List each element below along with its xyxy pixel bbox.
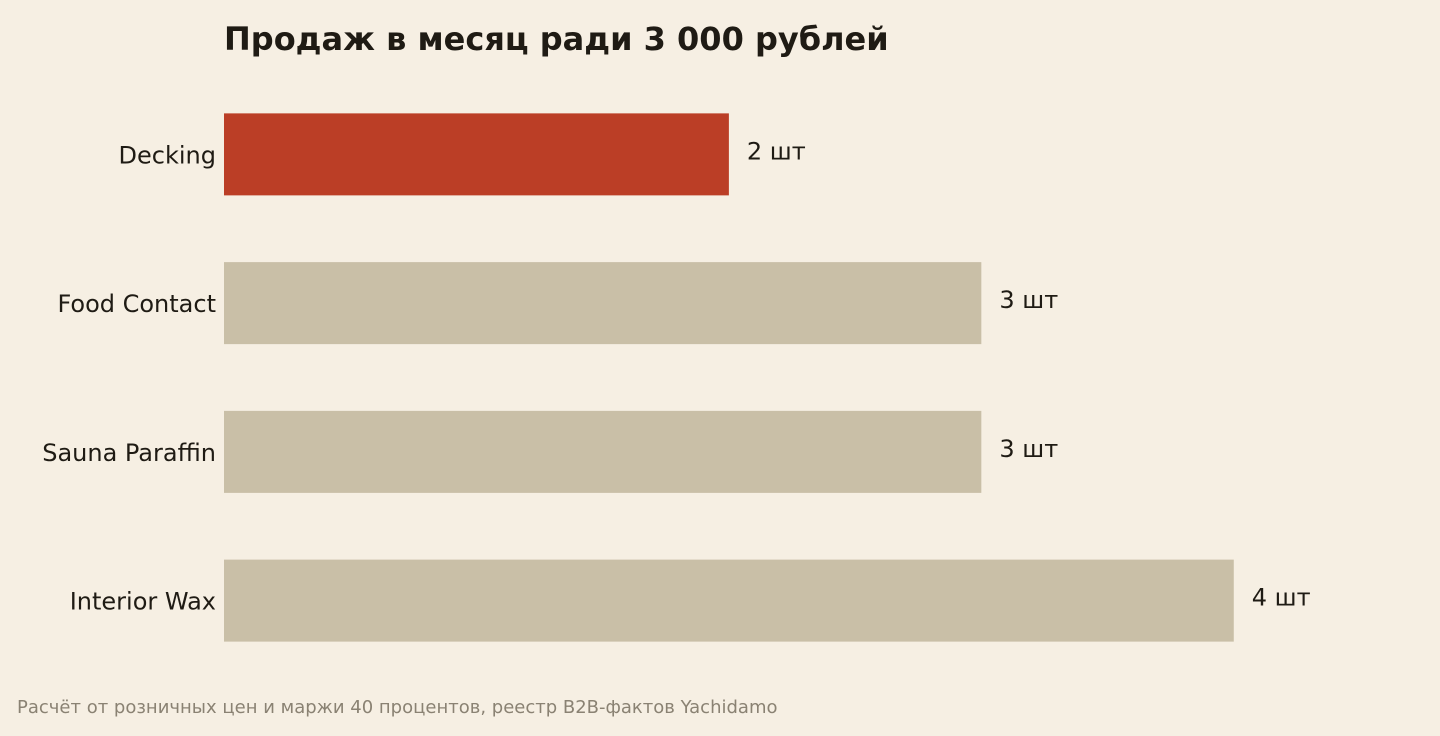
footnote: Расчёт от розничных цен и маржи 40 проце… [17,697,778,718]
value-label: 2 шт [747,137,806,165]
category-label: Sauna Paraffin [42,439,216,467]
bar [224,410,982,493]
chart-title: Продаж в месяц ради 3 000 рублей [224,20,889,58]
value-label: 4 шт [1252,584,1311,612]
category-label: Interior Wax [70,588,216,616]
bar [224,262,982,345]
category-label: Food Contact [57,290,216,318]
bar [224,559,1234,642]
value-label: 3 шт [999,435,1058,463]
category-label: Decking [119,141,216,169]
bar [224,113,729,196]
value-label: 3 шт [999,286,1058,314]
